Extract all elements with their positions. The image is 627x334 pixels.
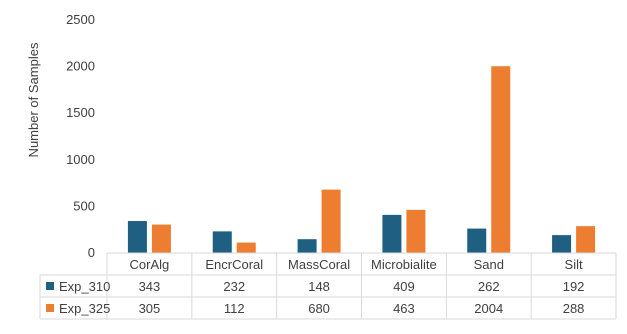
y-tick-label: 2000: [66, 59, 95, 74]
table-value: 288: [563, 301, 585, 316]
bar-Exp_325-Silt: [576, 226, 596, 253]
table-value: 680: [308, 301, 330, 316]
legend-swatch: [46, 304, 54, 312]
bar-Exp_325-EncrCoral: [236, 242, 256, 253]
category-label: EncrCoral: [205, 257, 263, 272]
table-value: 262: [478, 279, 500, 294]
bar-Exp_325-CorAlg: [151, 224, 171, 253]
legend-label: Exp_310: [59, 279, 110, 294]
bar-Exp_310-Silt: [552, 235, 572, 253]
y-tick-label: 1000: [66, 152, 95, 167]
bar-Exp_310-EncrCoral: [212, 231, 232, 253]
bar-Exp_310-Microbialite: [382, 214, 402, 253]
bar-Exp_310-CorAlg: [127, 221, 147, 253]
bar-Exp_325-MassCoral: [321, 189, 341, 253]
bar-Exp_310-MassCoral: [297, 239, 317, 253]
bar-Exp_325-Sand: [491, 66, 511, 253]
table-value: 463: [393, 301, 415, 316]
bar-Exp_310-Sand: [467, 228, 487, 253]
bars: [127, 66, 596, 253]
table-value: 148: [308, 279, 330, 294]
legend-swatch: [46, 282, 54, 290]
legend-label: Exp_325: [59, 301, 110, 316]
category-label: Sand: [474, 257, 504, 272]
y-axis-label: Number of Samples: [26, 42, 41, 157]
y-tick-label: 1500: [66, 105, 95, 120]
table-value: 112: [224, 301, 245, 316]
data-table: CorAlg EncrCoral MassCoral Microbialite Sand…: [39, 252, 617, 320]
y-tick-label: 500: [73, 198, 95, 213]
table-value: 343: [139, 279, 161, 294]
y-tick-label: 2500: [66, 12, 95, 27]
table-value: 409: [393, 279, 415, 294]
table-value: 192: [563, 279, 585, 294]
y-axis-ticks: 0 500 1000 1500 2000 2500: [66, 12, 95, 260]
table-value: 2004: [474, 301, 503, 316]
bar-Exp_325-Microbialite: [406, 209, 426, 253]
category-label: CorAlg: [130, 257, 170, 272]
category-label: Silt: [565, 257, 583, 272]
table-value: 232: [223, 279, 245, 294]
category-label: MassCoral: [288, 257, 350, 272]
table-value: 305: [139, 301, 161, 316]
y-tick-label: 0: [88, 245, 95, 260]
category-label: Microbialite: [371, 257, 437, 272]
